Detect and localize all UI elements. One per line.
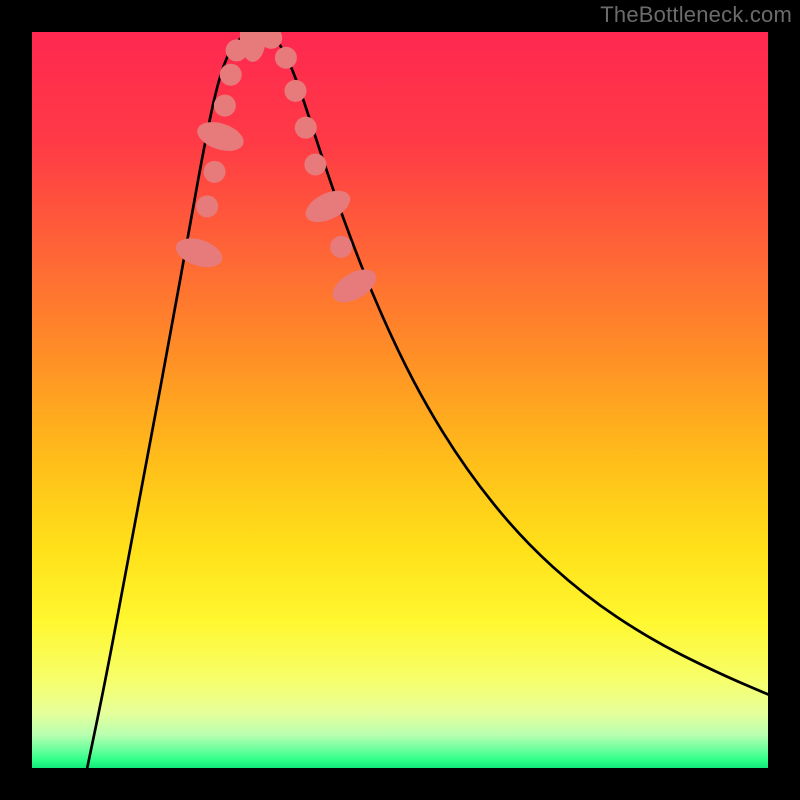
watermark-text: TheBottleneck.com <box>600 2 792 28</box>
data-marker <box>295 117 317 139</box>
data-marker <box>220 64 242 86</box>
data-marker <box>275 47 297 69</box>
gradient-background <box>32 32 768 768</box>
data-marker <box>330 236 352 258</box>
data-marker <box>196 195 218 217</box>
chart-frame <box>32 32 768 768</box>
data-marker <box>284 80 306 102</box>
bottleneck-chart <box>32 32 768 768</box>
data-marker <box>304 153 326 175</box>
data-marker <box>204 161 226 183</box>
data-marker <box>214 95 236 117</box>
